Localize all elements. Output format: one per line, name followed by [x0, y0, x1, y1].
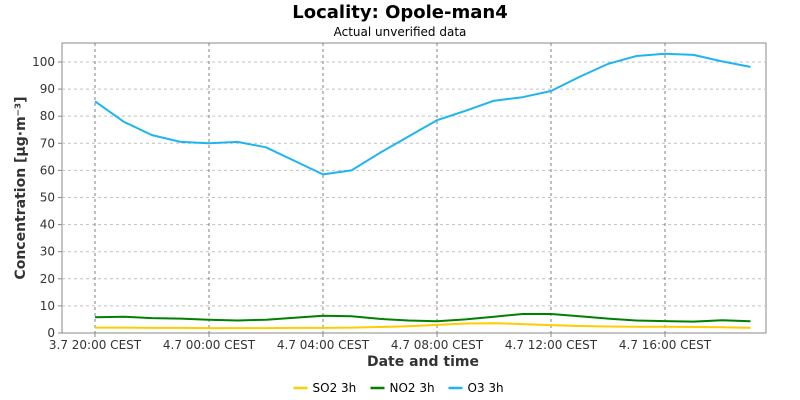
x-tick-label: 3.7 20:00 CEST	[49, 338, 142, 352]
y-axis-ticks: 0 10 20 30 40 50 60 70 80 90 100	[32, 55, 62, 340]
series-line-o3	[94, 52, 751, 176]
y-tick-label: 20	[40, 272, 55, 286]
y-tick-label: 80	[40, 109, 55, 123]
x-axis-ticks: 3.7 20:00 CEST 4.7 00:00 CEST 4.7 04:00 CE…	[49, 333, 712, 352]
x-tick-label: 4.7 00:00 CEST	[163, 338, 256, 352]
x-tick-label: 4.7 08:00 CEST	[391, 338, 484, 352]
y-tick-label: 50	[40, 190, 55, 204]
legend-label-o3: O3 3h	[468, 381, 504, 395]
series-line-no2	[94, 313, 751, 323]
y-tick-label: 90	[40, 82, 55, 96]
x-tick-label: 4.7 12:00 CEST	[505, 338, 598, 352]
y-tick-label: 70	[40, 136, 55, 150]
chart-subtitle: Actual unverified data	[334, 25, 467, 39]
y-tick-label: 0	[47, 326, 55, 340]
legend-label-no2: NO2 3h	[390, 381, 435, 395]
x-tick-label: 4.7 04:00 CEST	[277, 338, 370, 352]
y-tick-label: 10	[40, 299, 55, 313]
legend-label-so2: SO2 3h	[313, 381, 357, 395]
series-lines	[94, 52, 751, 330]
y-axis-label: Concentration [µg·m⁻³]	[13, 96, 29, 279]
y-tick-label: 60	[40, 163, 55, 177]
y-tick-label: 30	[40, 245, 55, 259]
plot-area	[61, 42, 767, 334]
series-line-so2	[95, 322, 751, 330]
x-tick-label: 4.7 16:00 CEST	[619, 338, 712, 352]
y-tick-label: 40	[40, 218, 55, 232]
chart-title: Locality: Opole-man4	[292, 2, 507, 23]
y-tick-label: 100	[32, 55, 55, 69]
x-axis-label: Date and time	[367, 354, 479, 370]
legend: SO2 3h NO2 3h O3 3h	[293, 381, 504, 395]
